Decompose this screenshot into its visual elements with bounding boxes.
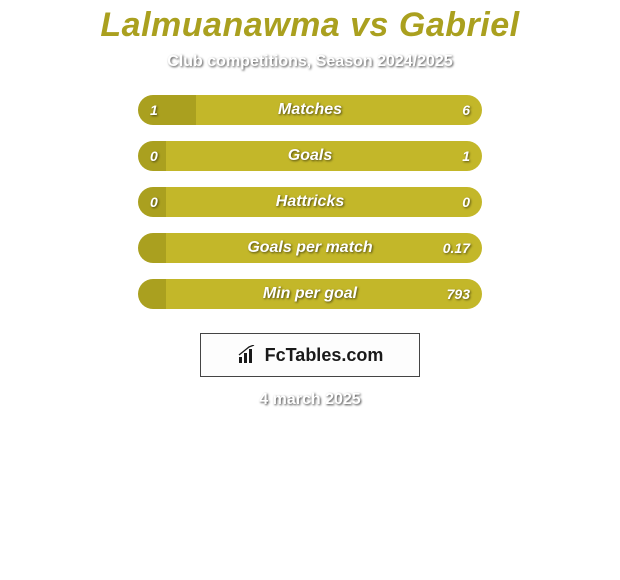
stat-bar-right-seg (166, 233, 482, 263)
stat-bar: Min per goal793 (138, 279, 482, 309)
stat-bar: Goals01 (138, 141, 482, 171)
stat-bar-left-seg (138, 187, 166, 217)
stat-bar-right-seg (196, 95, 482, 125)
brand-label: FcTables.com (265, 345, 384, 366)
stat-row: Matches16 (138, 95, 482, 125)
stat-bar: Matches16 (138, 95, 482, 125)
stat-bar-left-seg (138, 141, 166, 171)
brand-box[interactable]: FcTables.com (200, 333, 420, 377)
infographic-container: Lalmuanawma vs Gabriel Club competitions… (0, 0, 620, 409)
stat-bar-right-seg (166, 141, 482, 171)
stat-bar-left-seg (138, 95, 196, 125)
stat-row: Goals01 (138, 141, 482, 171)
page-title: Lalmuanawma vs Gabriel (100, 6, 519, 45)
date-label: 4 march 2025 (259, 391, 360, 409)
stat-bar-left-seg (138, 233, 166, 263)
stat-bar: Hattricks00 (138, 187, 482, 217)
rows-region: Matches16 Goals01 Hattricks00 Goals per mat… (138, 95, 482, 325)
stat-bar-left-seg (138, 279, 166, 309)
page-subtitle: Club competitions, Season 2024/2025 (167, 53, 452, 71)
stat-bar-right-seg (166, 187, 482, 217)
stat-bar: Goals per match0.17 (138, 233, 482, 263)
stat-bar-right-seg (166, 279, 482, 309)
bar-chart-icon (237, 345, 259, 365)
stat-row: Goals per match0.17 (138, 233, 482, 263)
stat-row: Hattricks00 (138, 187, 482, 217)
stat-row: Min per goal793 (138, 279, 482, 309)
